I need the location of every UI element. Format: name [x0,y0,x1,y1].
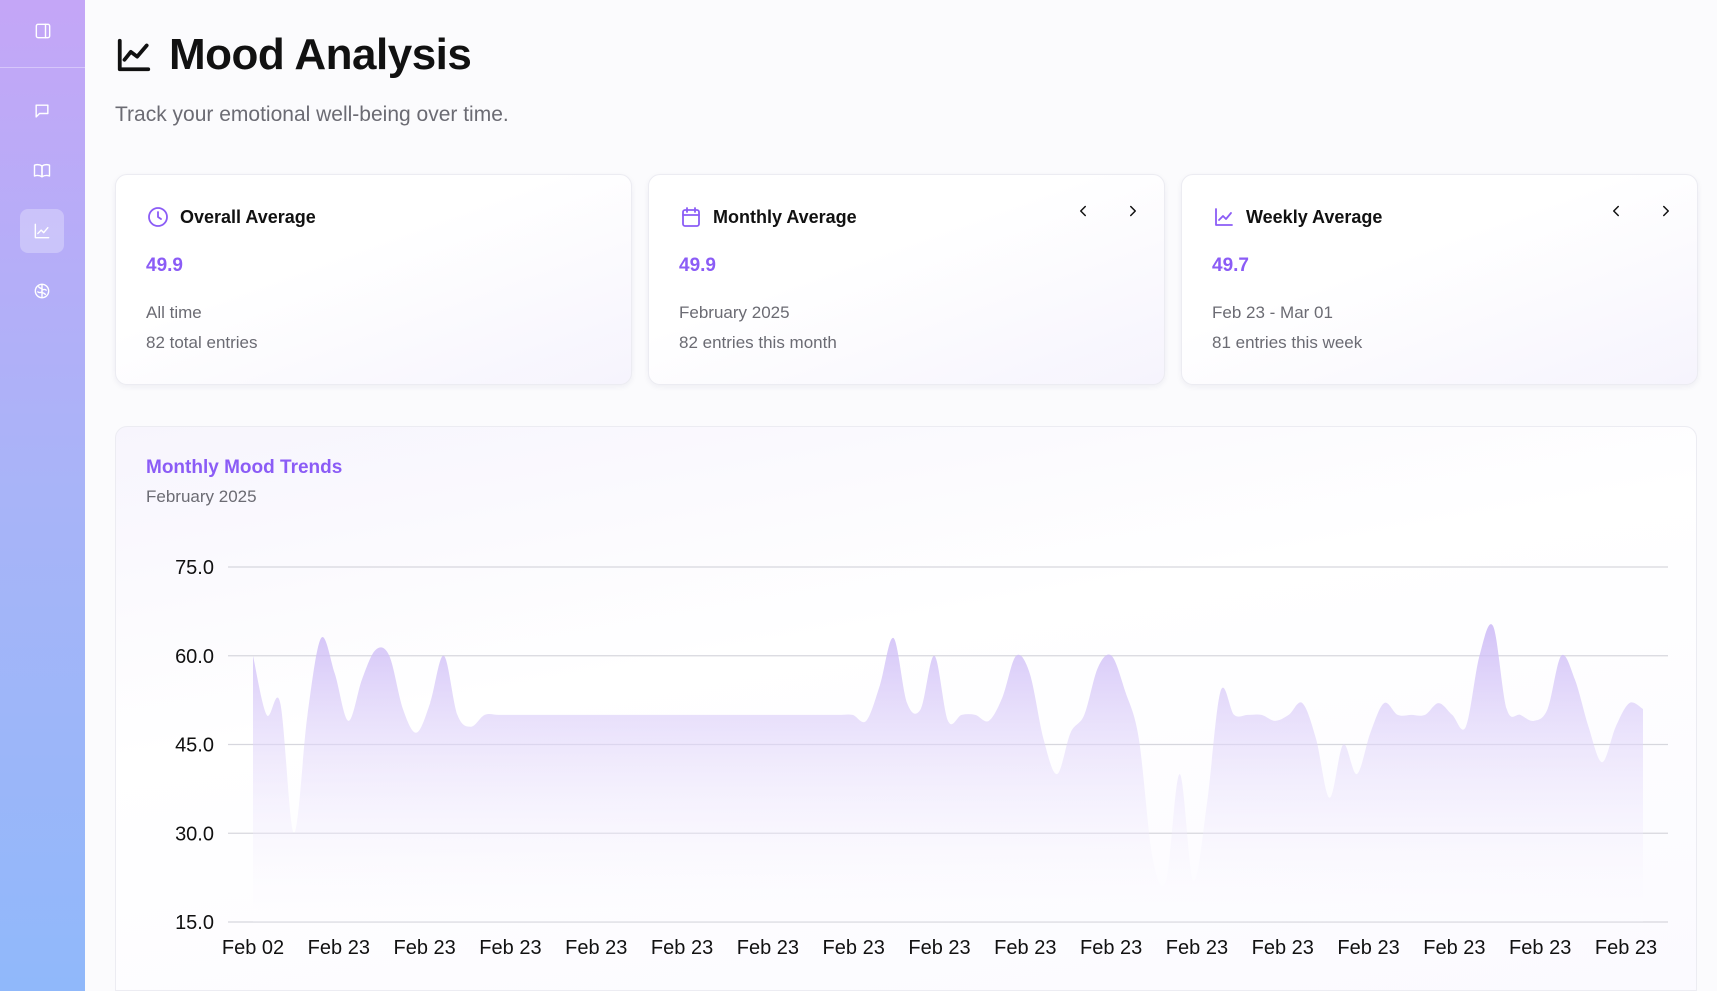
x-tick-label: Feb 23 [393,937,455,959]
page-header: Mood Analysis [115,30,472,80]
y-tick-label: 15.0 [175,912,214,934]
sidebar-header [0,0,85,68]
card-label: Monthly Average [713,206,857,227]
weekly-period: Feb 23 - Mar 01 [1212,303,1333,322]
sidebar-item-insights[interactable] [20,269,64,313]
overall-average-card: Overall Average 49.9 All time 82 total e… [115,174,632,385]
chart-line-icon [34,223,50,239]
calendar-icon [682,207,700,227]
chevron-right-icon [1663,205,1669,217]
chevron-left-icon [1080,205,1086,217]
card-label: Weekly Average [1246,206,1383,227]
chart-line-icon [117,38,151,72]
next-week-button[interactable] [1652,197,1680,225]
clock-icon [148,207,168,227]
y-tick-label: 75.0 [175,557,214,579]
sidebar-item-journal[interactable] [20,149,64,193]
x-tick-label: Feb 02 [222,937,284,959]
brain-icon [34,283,50,299]
x-tick-label: Feb 23 [479,937,541,959]
x-tick-label: Feb 23 [565,937,627,959]
y-tick-label: 45.0 [175,735,214,757]
mood-area-chart: 15.0 30.0 45.0 60.0 75.0 Feb 02 Feb 23 Feb 23 F… [175,557,1668,959]
chat-icon [35,104,49,118]
monthly-average-value: 49.9 [679,255,716,276]
y-tick-label: 60.0 [175,646,214,668]
chart-line-icon [1215,208,1233,226]
y-tick-label: 30.0 [175,823,214,845]
x-tick-label: Feb 23 [1337,937,1399,959]
panel-toggle-icon[interactable] [33,21,53,46]
x-tick-label: Feb 23 [308,937,370,959]
journal-book-icon [33,163,51,178]
x-tick-label: Feb 23 [908,937,970,959]
card-label: Overall Average [180,206,316,227]
weekly-average-value: 49.7 [1212,255,1249,276]
chevron-left-icon [1613,205,1619,217]
monthly-average-card: Monthly Average 49.9 February 2025 82 en… [648,174,1165,385]
x-tick-label: Feb 23 [1252,937,1314,959]
previous-month-button[interactable] [1069,197,1097,225]
x-tick-label: Feb 23 [651,937,713,959]
x-tick-label: Feb 23 [1080,937,1142,959]
page-title: Mood Analysis [169,30,472,79]
chevron-right-icon [1130,205,1136,217]
mood-area-series [253,624,1643,922]
monthly-entry-count: 82 entries this month [679,333,837,352]
x-tick-label: Feb 23 [737,937,799,959]
x-tick-label: Feb 23 [823,937,885,959]
weekly-average-card: Weekly Average 49.7 Feb 23 - Mar 01 81 e… [1181,174,1698,385]
x-tick-label: Feb 23 [1423,937,1485,959]
previous-week-button[interactable] [1602,197,1630,225]
sidebar-item-mood-analysis[interactable] [20,209,64,253]
monthly-period: February 2025 [679,303,790,322]
overall-average-value: 49.9 [146,255,183,276]
monthly-mood-trends-card: 15.0 30.0 45.0 60.0 75.0 Feb 02 Feb 23 Feb 23 F… [115,426,1697,991]
chart-title: Monthly Mood Trends [146,457,343,478]
overall-period: All time [146,303,202,322]
overall-entry-count: 82 total entries [146,333,258,352]
weekly-entry-count: 81 entries this week [1212,333,1363,352]
sidebar-item-chat[interactable] [20,89,64,133]
next-month-button[interactable] [1119,197,1147,225]
sidebar [0,0,85,991]
page-subtitle: Track your emotional well-being over tim… [115,103,509,126]
x-tick-label: Feb 23 [994,937,1056,959]
x-tick-label: Feb 23 [1509,937,1571,959]
x-tick-label: Feb 23 [1595,937,1657,959]
x-tick-label: Feb 23 [1166,937,1228,959]
chart-subtitle: February 2025 [146,487,257,506]
